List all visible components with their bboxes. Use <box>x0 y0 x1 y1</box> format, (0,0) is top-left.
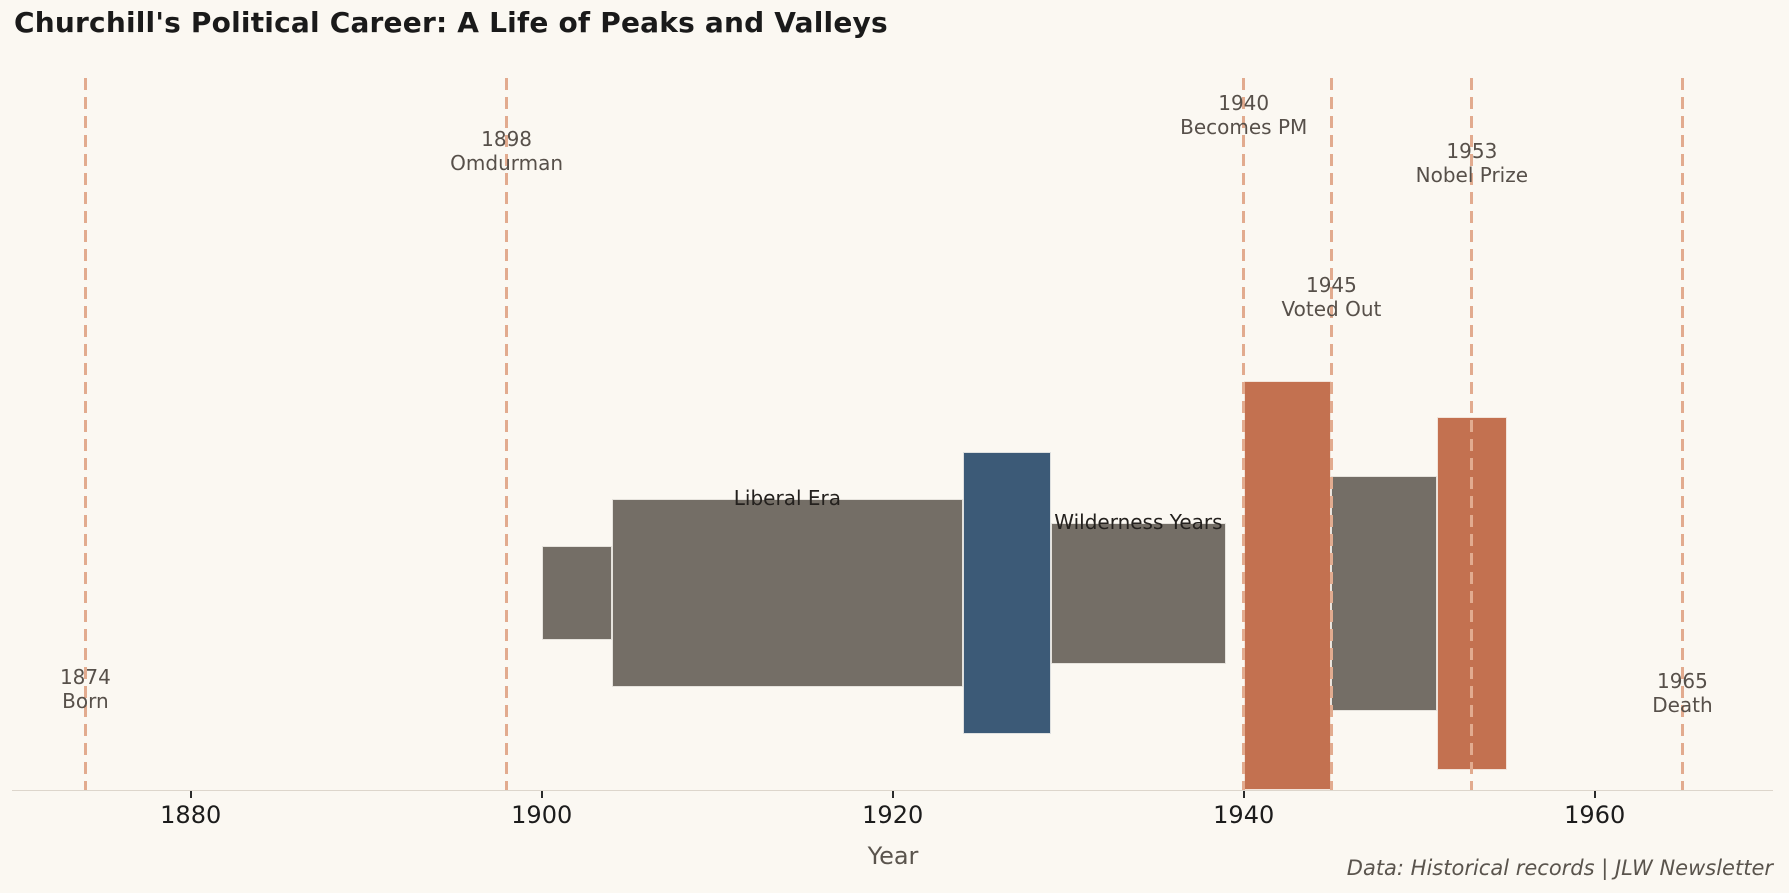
tick-mark <box>891 791 894 798</box>
period-bar <box>541 546 612 641</box>
event-line <box>1242 78 1246 791</box>
event-text: Death <box>1652 693 1713 717</box>
event-text: Omdurman <box>450 151 564 175</box>
tick-label: 1900 <box>511 801 573 829</box>
event-line <box>1680 78 1684 791</box>
event-line <box>1329 78 1333 791</box>
event-year: 1965 <box>1656 669 1708 693</box>
x-axis-line <box>12 790 1773 791</box>
event-label: 1953 Nobel Prize <box>1416 139 1528 187</box>
event-label: 1940 Becomes PM <box>1180 91 1307 139</box>
period-label: Wilderness Years <box>1054 509 1223 534</box>
event-line <box>505 78 509 791</box>
event-label: 1965 Death <box>1652 669 1712 717</box>
tick-mark <box>189 791 192 798</box>
event-year: 1940 <box>1218 91 1270 115</box>
event-year: 1874 <box>59 665 111 689</box>
x-axis-label: Year <box>867 842 919 870</box>
event-label: 1945 Voted Out <box>1282 273 1382 321</box>
period-label: Liberal Era <box>733 485 841 510</box>
tick-label: 1940 <box>1213 801 1275 829</box>
tick-label: 1960 <box>1564 801 1626 829</box>
event-text: Born <box>62 689 109 713</box>
tick-label: 1880 <box>160 801 222 829</box>
event-text: Voted Out <box>1281 297 1382 321</box>
tick-mark <box>540 791 543 798</box>
chart-title: Churchill's Political Career: A Life of … <box>14 6 888 39</box>
event-line <box>83 78 87 791</box>
period-bar <box>1050 522 1227 664</box>
tick-mark <box>1242 791 1245 798</box>
event-line <box>1470 78 1474 791</box>
period-bar <box>962 452 1051 735</box>
event-text: Nobel Prize <box>1415 163 1529 187</box>
event-text: Becomes PM <box>1180 115 1308 139</box>
event-year: 1953 <box>1446 139 1498 163</box>
event-label: 1874 Born <box>60 665 111 713</box>
event-year: 1898 <box>481 127 533 151</box>
period-bar <box>1243 381 1332 791</box>
event-label: 1898 Omdurman <box>450 127 563 175</box>
data-source-note: Data: Historical records | JLW Newslette… <box>1346 856 1773 880</box>
tick-mark <box>1593 791 1596 798</box>
period-bar <box>611 499 963 688</box>
tick-label: 1920 <box>862 801 924 829</box>
period-bar <box>1331 475 1437 711</box>
event-year: 1945 <box>1305 273 1357 297</box>
